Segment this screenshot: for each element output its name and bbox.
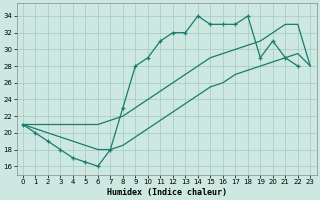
X-axis label: Humidex (Indice chaleur): Humidex (Indice chaleur) <box>107 188 227 197</box>
